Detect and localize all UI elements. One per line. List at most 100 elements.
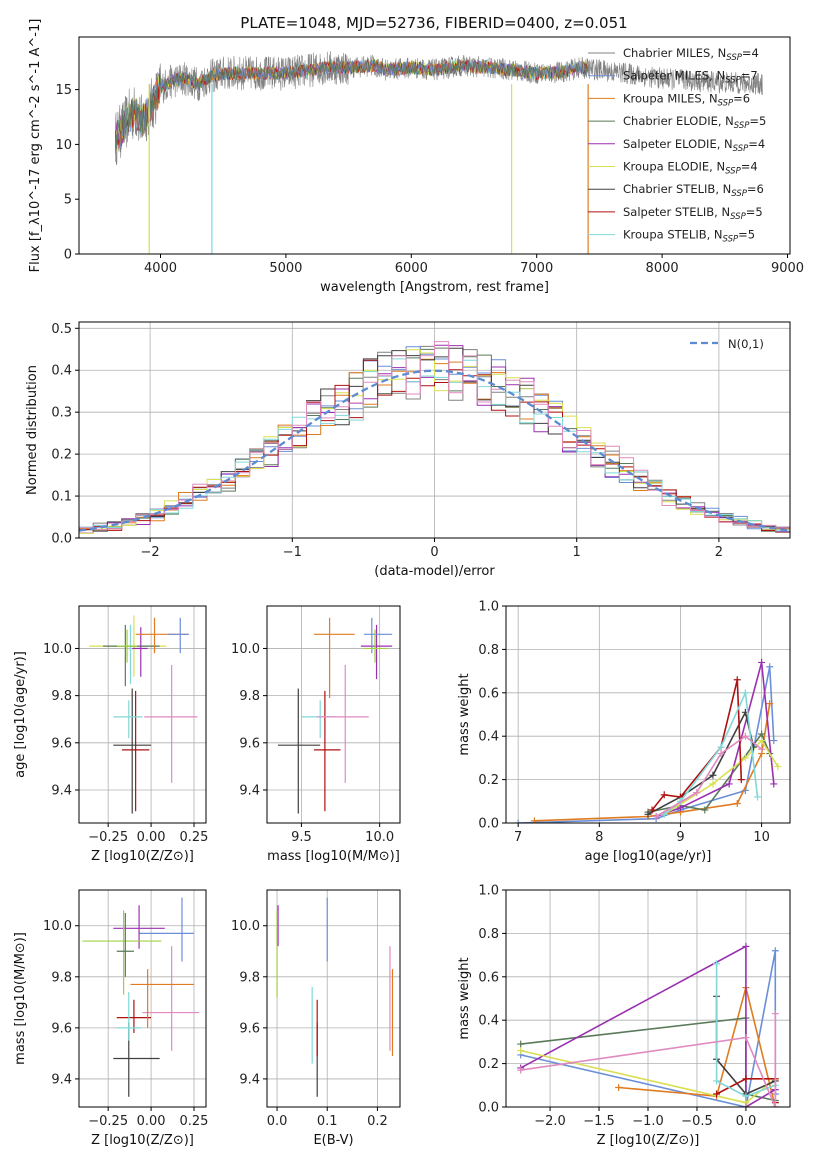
mass-weight-point (742, 1092, 750, 1100)
x-tick-label: −1 (283, 545, 302, 560)
legend-label: Chabrier ELODIE, NSSP=5 (623, 114, 766, 131)
mass-weight-point (742, 1034, 750, 1042)
x-tick-label: 7 (514, 830, 522, 845)
mass-weight-point (530, 817, 538, 823)
y-tick-label: 10 (55, 138, 72, 153)
x-tick-label: 10.0 (365, 830, 394, 845)
y-tick-label: 1.0 (478, 884, 499, 899)
mass-weight-point (742, 942, 750, 950)
mass-weight-point (660, 791, 668, 799)
x-tick-label: 10 (753, 830, 770, 845)
y-tick-label: 9.4 (51, 783, 72, 798)
mass-weight-point (733, 676, 741, 684)
x-tick-label: 0.25 (180, 1114, 209, 1129)
y-tick-label: 0.8 (478, 643, 499, 658)
mass-weight-point (717, 743, 725, 751)
age-vs-Z-frame (78, 605, 207, 824)
x-tick-label: 8000 (646, 261, 679, 276)
x-tick-label: 0.00 (137, 1114, 166, 1129)
y-tick-label: 9.6 (239, 1021, 260, 1036)
mass-vs-EBV-axes: 0.0 0.1 0.2 9.4 9.6 9.8 10.0 E(B-V) (231, 889, 401, 1148)
legend-label: Chabrier STELIB, NSSP=6 (623, 182, 764, 199)
x-tick-label: 0 (430, 545, 438, 560)
plots-group: 4000 5000 6000 7000 8000 9000051015wavelength… (13, 19, 804, 1148)
x-tick-label: −2 (141, 545, 160, 560)
y-tick-label: 9.4 (239, 783, 260, 798)
spectrum-plot-area (114, 51, 763, 254)
mass-weight-point (742, 1099, 750, 1107)
y-tick-label: 0.3 (51, 406, 72, 421)
x-tick-label: 9000 (771, 261, 804, 276)
x-tick-label: −0.5 (681, 1114, 713, 1129)
y-tick-label: 10.0 (43, 642, 72, 657)
mass-weight-point (771, 1010, 779, 1018)
y-tick-label: 9.6 (51, 736, 72, 751)
age-vs-mass-axes: 9.5 10.0 9.4 9.6 9.8 10.0 mass [log10(M/M⊙)] (231, 605, 401, 864)
x-tick-label: 0.0 (736, 1114, 757, 1129)
mw-vs-Z-plot-area (517, 942, 779, 1107)
mass-weight-series-line (651, 679, 743, 811)
legend-label: Salpeter MILES, NSSP=7 (623, 69, 758, 86)
y-tick-label: 9.8 (239, 970, 260, 985)
spectrum-ylabel: Flux [f_λ10^-17 erg cm^-2 s^-1 A^-1] (28, 19, 43, 273)
mass-weight-point (766, 663, 774, 671)
mw-vs-age-axes: 7 8 9 10 0.0 0.2 0.4 0.6 0.8 1.0 age [log10(age/yr… (457, 600, 791, 864)
y-tick-label: 0.2 (51, 448, 72, 463)
mass-weight-point (709, 771, 717, 779)
mw-vs-Z-xlabel: Z [log10(Z/Z⊙)] (597, 1133, 700, 1148)
residuals-plot-area (79, 341, 790, 538)
x-tick-label: 9.5 (291, 830, 312, 845)
legend-label: Chabrier MILES, NSSP=4 (623, 46, 759, 63)
x-tick-label: 6000 (395, 261, 428, 276)
mass-weight-point (517, 1066, 525, 1074)
mass-weight-series-line (715, 963, 776, 1098)
x-tick-label: −2.0 (534, 1114, 566, 1129)
mass-weight-point (758, 658, 766, 666)
mass-weight-point (741, 689, 749, 697)
mass-weight-point (644, 810, 652, 818)
gaussian-legend-label: N(0,1) (728, 337, 764, 351)
legend-label: Kroupa STELIB, NSSP=5 (623, 228, 755, 245)
y-tick-label: 9.4 (51, 1072, 72, 1087)
y-tick-label: 5 (64, 193, 72, 208)
mass-vs-EBV-frame (266, 889, 401, 1108)
x-tick-label: 4000 (144, 261, 177, 276)
mass-weight-point (517, 1047, 525, 1055)
x-tick-label: −1.0 (632, 1114, 664, 1129)
mass-vs-Z-ylabel: mass [log10(M/M⊙)] (13, 932, 28, 1065)
mass-weight-point (758, 745, 766, 753)
mass-vs-EBV-plot-area (276, 897, 394, 1097)
gaussian-curve (79, 369, 790, 532)
age-vs-Z-plot-area (89, 615, 198, 814)
mass-weight-point (652, 812, 660, 820)
mw-vs-age-plot-area (514, 658, 782, 823)
histogram-step-line (79, 341, 790, 538)
age-vs-Z-xlabel: Z [log10(Z/Z⊙)] (91, 849, 194, 864)
y-tick-label: 0.0 (478, 1101, 499, 1116)
mass-weight-point (648, 806, 656, 814)
spectrum-xlabel: wavelength [Angstrom, rest frame] (320, 280, 549, 295)
y-tick-label: 0 (64, 248, 72, 263)
mass-weight-point (517, 1040, 525, 1048)
mass-weight-point (771, 1103, 779, 1107)
mass-weight-point (615, 1083, 623, 1091)
y-tick-label: 0.4 (478, 1014, 499, 1029)
mw-vs-age-ylabel: mass weight (457, 673, 472, 755)
x-tick-label: 2 (715, 545, 723, 560)
mass-vs-Z-xlabel: Z [log10(Z/Z⊙)] (91, 1133, 194, 1148)
mass-weight-series-line (618, 987, 777, 1107)
spectrum-legend: Chabrier MILES, NSSP=4 Salpeter MILES, NS… (588, 46, 766, 245)
y-tick-label: 0.1 (51, 490, 72, 505)
y-tick-label: 0.6 (478, 686, 499, 701)
mw-vs-Z-axes: −2.0 −1.5 −1.0 −0.5 0.0 0.0 0.2 0.4 0.6 0.8 1.0 Z [… (457, 884, 791, 1148)
y-tick-label: 0.5 (51, 322, 72, 337)
mass-weight-point (766, 700, 774, 708)
mass-vs-Z-axes: −0.25 0.00 0.25 9.4 9.6 9.8 10.0 Z [log10(Z/Z⊙)… (13, 889, 209, 1148)
y-tick-label: 10.0 (231, 919, 260, 934)
x-tick-label: 7000 (520, 261, 553, 276)
mass-weight-point (709, 780, 717, 788)
x-tick-label: 1 (573, 545, 581, 560)
y-tick-label: 0.4 (51, 364, 72, 379)
age-vs-Z-ylabel: age [log10(age/yr)] (13, 651, 28, 778)
